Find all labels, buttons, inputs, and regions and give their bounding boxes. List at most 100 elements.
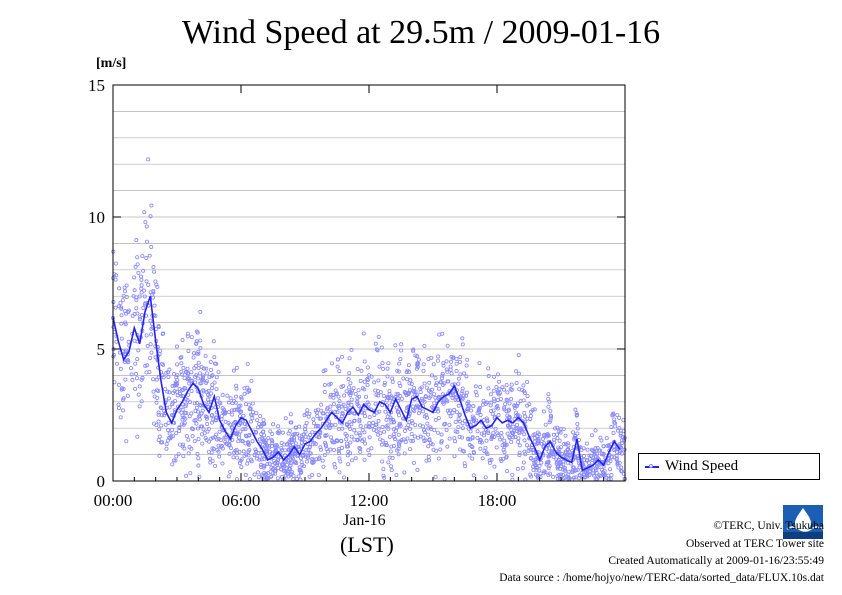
raw-sample-point [349, 397, 354, 402]
raw-sample-point [391, 443, 396, 448]
raw-sample-point [615, 413, 620, 418]
raw-sample-point [507, 435, 512, 440]
raw-sample-point [148, 342, 153, 347]
raw-sample-point [268, 449, 273, 454]
raw-sample-point [116, 382, 121, 387]
raw-sample-point [214, 432, 219, 437]
raw-sample-point [119, 313, 124, 318]
raw-sample-point [553, 426, 558, 431]
raw-sample-point [399, 438, 404, 443]
raw-sample-point [344, 433, 349, 438]
raw-sample-point [474, 418, 479, 423]
raw-sample-point [528, 413, 533, 418]
raw-sample-point [471, 473, 476, 478]
raw-sample-point [348, 426, 353, 431]
raw-sample-point [226, 420, 231, 425]
raw-sample-point [123, 377, 128, 382]
raw-sample-point [356, 388, 361, 393]
raw-sample-point [170, 402, 175, 407]
raw-sample-point [455, 410, 460, 415]
raw-sample-point [536, 441, 541, 446]
raw-sample-point [557, 472, 562, 477]
raw-sample-point [440, 331, 445, 336]
raw-sample-point [201, 389, 206, 394]
raw-sample-point [349, 434, 354, 439]
raw-sample-point [494, 385, 499, 390]
raw-sample-point [228, 436, 233, 441]
raw-sample-point [594, 452, 599, 457]
raw-sample-point [372, 380, 377, 385]
raw-sample-point [441, 361, 446, 366]
raw-sample-point [452, 454, 457, 459]
raw-sample-point [448, 364, 453, 369]
raw-sample-point [198, 309, 203, 314]
raw-sample-point [618, 431, 623, 436]
y-tick-label: 5 [97, 340, 106, 359]
raw-sample-point [166, 428, 171, 433]
raw-sample-point [609, 425, 614, 430]
raw-sample-point [145, 239, 150, 244]
raw-sample-point [486, 386, 491, 391]
raw-sample-point [402, 428, 407, 433]
raw-sample-point [466, 437, 471, 442]
raw-sample-point [321, 411, 326, 416]
raw-sample-point [562, 441, 567, 446]
raw-sample-point [152, 421, 157, 426]
raw-sample-point [415, 467, 420, 472]
raw-sample-point [448, 392, 453, 397]
raw-sample-point [250, 416, 255, 421]
raw-sample-point [504, 397, 509, 402]
raw-sample-point [396, 452, 401, 457]
chart-title: Wind Speed at 29.5m / 2009-01-16 [181, 14, 661, 51]
raw-sample-point [145, 363, 150, 368]
raw-sample-point [335, 357, 340, 362]
raw-sample-point [272, 458, 277, 463]
raw-sample-point [159, 423, 164, 428]
raw-sample-point [458, 355, 463, 360]
raw-sample-point [590, 433, 595, 438]
raw-sample-point [347, 356, 352, 361]
raw-sample-point [133, 361, 138, 366]
raw-sample-point [230, 408, 235, 413]
raw-sample-point [287, 466, 292, 471]
raw-sample-point [484, 416, 489, 421]
raw-sample-point [160, 332, 165, 337]
raw-sample-point [436, 395, 441, 400]
raw-sample-point [148, 290, 153, 295]
raw-sample-point [381, 473, 386, 478]
raw-sample-point [547, 453, 552, 458]
raw-sample-point [349, 458, 354, 463]
raw-sample-point [352, 411, 357, 416]
raw-sample-point [388, 449, 393, 454]
raw-sample-point [122, 285, 127, 290]
raw-sample-point [377, 409, 382, 414]
raw-sample-point [522, 389, 527, 394]
raw-sample-point [337, 451, 342, 456]
raw-sample-point [119, 321, 124, 326]
raw-sample-point [450, 382, 455, 387]
raw-sample-point [489, 435, 494, 440]
raw-sample-point [453, 419, 458, 424]
raw-sample-point [367, 373, 372, 378]
raw-sample-point [403, 440, 408, 445]
raw-sample-point [143, 220, 148, 225]
raw-sample-point [620, 441, 625, 446]
raw-sample-point [470, 456, 475, 461]
raw-sample-point [315, 414, 320, 419]
raw-sample-point [124, 283, 129, 288]
raw-sample-point [582, 454, 587, 459]
raw-sample-point [339, 354, 344, 359]
raw-sample-point [217, 429, 222, 434]
raw-sample-point [441, 363, 446, 368]
raw-sample-point [119, 305, 124, 310]
raw-sample-point [393, 343, 398, 348]
raw-sample-point [544, 446, 549, 451]
raw-sample-point [265, 461, 270, 466]
raw-sample-point [181, 454, 186, 459]
raw-sample-point [617, 450, 622, 455]
raw-sample-point [209, 420, 214, 425]
raw-sample-point [321, 464, 326, 469]
raw-sample-point [411, 438, 416, 443]
raw-sample-point [367, 421, 372, 426]
raw-sample-point [179, 388, 184, 393]
